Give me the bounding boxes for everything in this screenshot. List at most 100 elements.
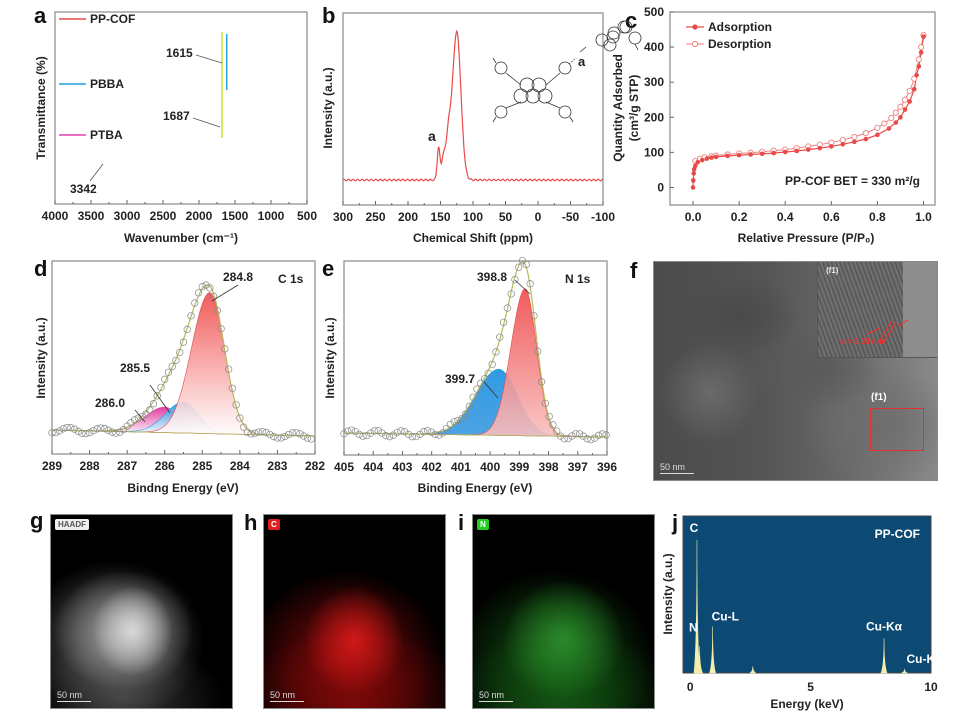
chart-e-xtick-label: 405	[334, 460, 354, 474]
chart-b-xtick-label: 150	[430, 210, 450, 224]
legend-pbba: PBBA	[90, 77, 124, 91]
raw-data-point	[556, 432, 565, 440]
chart-a: 4000 3500 3000 2500 2000 1500 1000 500 PP-COF P…	[0, 0, 317, 245]
arrow-286-0	[134, 409, 146, 423]
annotation-1687: 1687	[163, 109, 190, 123]
raw-data-point	[194, 289, 203, 297]
adsorption-point	[921, 34, 926, 39]
raw-data-point	[198, 282, 206, 291]
raw-data-point	[100, 424, 109, 433]
raw-data-point	[465, 402, 474, 411]
adsorption-point	[695, 159, 700, 165]
raw-data-point	[545, 412, 553, 421]
chart-c-ytick-label: 0	[657, 180, 664, 194]
desorption-point	[851, 133, 858, 140]
adsorption-point	[713, 154, 719, 160]
raw-data-point	[461, 410, 470, 418]
raw-data-point	[404, 430, 413, 439]
raw-data-point	[59, 425, 67, 433]
raw-data-point	[435, 431, 443, 439]
arrow-398-8	[514, 279, 531, 295]
carbon-map-h: C 50 nm	[263, 514, 446, 709]
adsorption-point	[725, 153, 730, 159]
eds-peak	[901, 668, 908, 674]
chart-c-xtick-label: 0.6	[823, 210, 840, 224]
chart-j-xtick-label: 0	[687, 680, 694, 694]
desorption-point	[915, 56, 922, 63]
background-line	[51, 429, 316, 437]
bet-annotation: PP-COF BET = 330 m²/g	[785, 174, 920, 188]
haadf-badge: HAADF	[55, 519, 89, 530]
raw-data-point	[300, 432, 308, 440]
raw-data-point	[511, 275, 519, 284]
scale-bar-g: 50 nm	[57, 690, 91, 702]
raw-data-point	[48, 429, 56, 437]
chart-j-xtick-label: 10	[924, 680, 938, 694]
desorption-point	[881, 120, 888, 127]
legend-pp-cof: PP-COF	[90, 12, 135, 26]
arrow-284-8	[211, 284, 239, 302]
chart-e-title: N 1s	[565, 272, 591, 286]
raw-data-point	[442, 424, 451, 433]
chart-j-title: PP-COF	[875, 527, 920, 541]
component-peak-284-8	[52, 292, 315, 437]
raw-data-point	[477, 379, 485, 387]
raw-data-point	[393, 428, 401, 437]
adsorption-point	[817, 145, 823, 151]
chart-b-xtick-label: 200	[398, 210, 418, 224]
peak-label-286-0: 286.0	[95, 396, 125, 410]
raw-data-point	[168, 362, 176, 371]
chart-d-title: C 1s	[278, 272, 304, 286]
desorption-point	[901, 96, 909, 103]
y-axis-label-c-line2: (cm³/g STP)	[627, 75, 641, 142]
adsorption-point	[914, 72, 919, 78]
raw-data-point	[484, 369, 493, 377]
raw-data-point	[179, 338, 188, 346]
chart-b-xtick-label: -50	[562, 210, 580, 224]
chart-d-xtick-label: 288	[80, 459, 100, 473]
adsorption-point	[736, 152, 742, 158]
raw-data-point	[74, 427, 82, 436]
raw-data-point	[224, 365, 233, 373]
chart-d-xtick-label: 286	[155, 459, 175, 473]
panel-label-i: i	[458, 510, 465, 535]
raw-data-point	[496, 333, 504, 341]
x-axis-label-j: Energy (keV)	[770, 697, 843, 711]
adsorption-point	[875, 132, 880, 138]
scale-bar-h: 50 nm	[270, 690, 304, 702]
eds-peak-label: C	[690, 521, 699, 535]
peak-label-a: a	[428, 128, 436, 144]
raw-data-point	[553, 427, 561, 435]
raw-data-point	[355, 430, 363, 439]
chart-c-xtick-label: 0.8	[869, 210, 886, 224]
raw-data-point	[153, 392, 161, 400]
raw-data-point	[420, 428, 428, 436]
chart-e-xtick-label: 400	[480, 460, 500, 474]
raw-data-point	[537, 378, 546, 386]
adsorption-point	[918, 50, 924, 55]
raw-data-point	[454, 416, 462, 425]
desorption-point	[918, 44, 925, 51]
raw-data-point	[157, 383, 165, 392]
raw-data-point	[239, 423, 248, 431]
raw-data-point	[236, 414, 244, 422]
arrow-1615	[195, 54, 223, 64]
raw-data-point	[104, 426, 113, 434]
raw-data-point	[97, 424, 105, 432]
adsorption-point	[907, 99, 912, 104]
raw-data-point	[243, 428, 252, 436]
inset-label-f1: (f1)	[826, 266, 839, 275]
raw-data-point	[446, 420, 455, 428]
desorption-point	[906, 87, 913, 95]
legend-marker-adsorption	[692, 24, 698, 30]
chart-a-xtick-label: 2000	[186, 209, 213, 223]
chart-c-ytick-label: 500	[644, 5, 664, 19]
panel-label-e: e	[322, 256, 335, 281]
raw-data-point	[412, 432, 420, 441]
annotation-1615: 1615	[166, 46, 193, 60]
adsorption-point	[863, 136, 869, 142]
chart-e-xtick-label: 403	[392, 460, 412, 474]
adsorption-point	[771, 150, 776, 156]
raw-data-point	[598, 430, 606, 438]
adsorption-point	[886, 126, 892, 131]
